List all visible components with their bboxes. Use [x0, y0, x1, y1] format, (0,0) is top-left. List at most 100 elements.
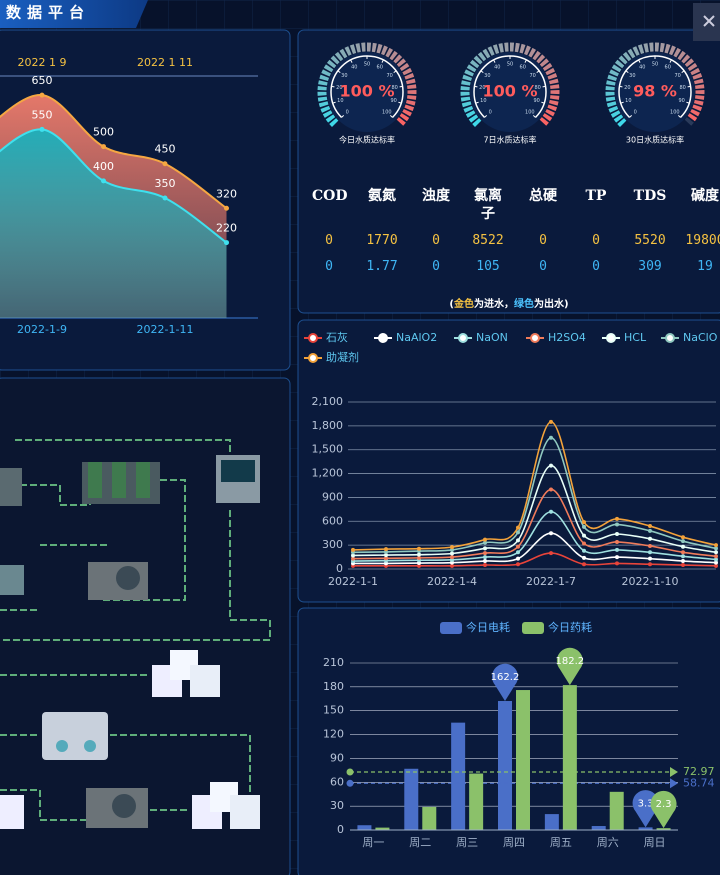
x-tick-label: 2022-1-7	[526, 575, 576, 588]
gauge-segment	[320, 105, 331, 113]
gauge-tick	[532, 114, 536, 118]
table-header: 浊度	[422, 188, 450, 204]
point	[681, 550, 685, 555]
point	[615, 532, 619, 537]
gauge-tick	[398, 101, 402, 104]
point	[648, 528, 652, 533]
point	[224, 205, 229, 211]
gauge-segment	[547, 73, 558, 80]
header-banner	[0, 0, 148, 28]
gauge-segment	[523, 45, 531, 56]
gauge-tick-label: 40	[639, 65, 645, 71]
point	[483, 563, 487, 568]
pin-label: 162.2	[491, 672, 520, 683]
bar	[404, 768, 419, 830]
gauge-segment	[322, 110, 333, 118]
gauge-tick	[493, 59, 496, 63]
gauge-segment	[692, 104, 703, 112]
header-title: 数据平台	[6, 4, 90, 22]
legend-label: NaAlO2	[396, 331, 437, 344]
gauge-tick	[620, 101, 624, 104]
bar	[544, 814, 559, 830]
gauge-segment	[329, 118, 339, 128]
mark-line-arrow	[670, 778, 678, 789]
gauge-segment	[547, 104, 558, 112]
x-tick-label: 周五	[550, 836, 572, 849]
pin	[491, 663, 518, 702]
gauge-tick-label: 20	[624, 85, 630, 91]
gauge-segment	[610, 110, 621, 118]
gauge-tick	[393, 70, 397, 74]
point	[384, 549, 388, 554]
gauge-tick	[669, 59, 672, 63]
gauge-tick	[541, 101, 545, 104]
gauge-tick-label: 10	[625, 98, 631, 104]
gauge-segment	[405, 99, 416, 106]
gauge-segment	[477, 51, 487, 62]
gauge-segment	[376, 43, 383, 54]
legend-label: 今日药耗	[548, 620, 592, 634]
legend-label: NaON	[476, 331, 508, 344]
gauge-segment	[609, 69, 620, 77]
gauge-segment	[514, 42, 520, 53]
gauge-segment	[472, 118, 482, 128]
y-tick-label: 0	[337, 823, 344, 836]
bar	[656, 828, 671, 830]
point	[549, 463, 553, 468]
gauge-segment	[690, 67, 701, 76]
gauge-segment	[404, 73, 415, 80]
y-tick-label: 180	[323, 680, 344, 693]
data-label: 550	[32, 108, 53, 121]
mark-line-start	[346, 768, 354, 776]
pin-label: 3.3	[638, 798, 654, 809]
gauge-tick-label: 80	[391, 85, 397, 91]
table-cell: 0	[325, 259, 333, 274]
legend-label: 石灰	[326, 330, 348, 344]
gauge-segment	[632, 46, 640, 56]
table-cell: 0	[432, 233, 440, 248]
gauge-segment	[692, 73, 703, 80]
point	[516, 550, 520, 555]
gauge-tick	[475, 101, 479, 104]
mark-line-label: 58.74	[683, 776, 715, 789]
table-header: 总硬	[529, 188, 557, 204]
gauge-segment	[402, 108, 412, 117]
gauge-face	[615, 52, 695, 132]
point	[714, 563, 718, 568]
gauge-segment	[464, 69, 475, 77]
plant-equipment	[0, 455, 260, 829]
point	[549, 509, 553, 514]
gauge-segment	[606, 101, 617, 108]
point	[648, 556, 652, 561]
gauge-segment	[349, 44, 357, 55]
gauge-segment	[637, 44, 645, 55]
close-button[interactable]	[693, 3, 720, 41]
bar	[422, 806, 437, 830]
point	[615, 561, 619, 566]
y-tick-label: 120	[323, 728, 344, 741]
x-tick-label: 周四	[503, 836, 525, 849]
point	[417, 546, 421, 551]
gauge-segment	[380, 45, 388, 56]
point	[162, 161, 168, 167]
point	[681, 535, 685, 540]
data-label: 320	[216, 187, 237, 200]
table-cell: 0	[432, 259, 440, 274]
bar	[357, 825, 372, 830]
gauge-tick	[638, 59, 641, 63]
gauge-segment	[399, 62, 410, 72]
gauge-tick	[625, 70, 629, 74]
table-cell: 0	[325, 233, 333, 248]
x-tick-label: 周二	[409, 836, 431, 849]
line	[352, 532, 717, 565]
line	[352, 552, 717, 567]
gauge-segment	[344, 46, 352, 56]
gauge-segment	[614, 59, 625, 69]
gauge-segment	[404, 104, 415, 112]
gauge-label: 今日水质达标率	[339, 135, 395, 145]
point	[516, 525, 520, 530]
gauge-face	[327, 52, 407, 132]
table-header: TDS	[633, 188, 667, 204]
